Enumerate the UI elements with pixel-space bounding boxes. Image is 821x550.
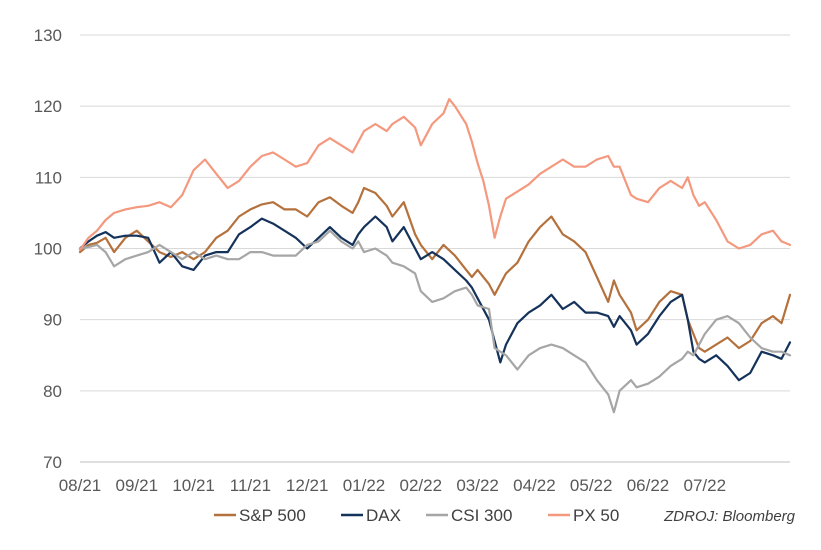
y-tick-label: 100 xyxy=(34,240,62,259)
x-tick-label: 08/21 xyxy=(59,476,102,495)
x-tick-label: 03/22 xyxy=(456,476,499,495)
x-tick-label: 12/21 xyxy=(286,476,329,495)
x-tick-label: 09/21 xyxy=(116,476,159,495)
y-tick-label: 80 xyxy=(43,382,62,401)
x-tick-label: 10/21 xyxy=(172,476,215,495)
x-tick-label: 02/22 xyxy=(400,476,443,495)
series-line-s-p-500 xyxy=(78,186,792,353)
x-tick-label: 05/22 xyxy=(570,476,613,495)
y-tick-label: 90 xyxy=(43,311,62,330)
legend-label: CSI 300 xyxy=(451,506,512,525)
legend-label: S&P 500 xyxy=(239,506,306,525)
series-line-px-50 xyxy=(78,98,792,251)
chart-gridlines xyxy=(80,34,790,463)
y-tick-label: 110 xyxy=(35,168,62,187)
y-tick-label: 130 xyxy=(34,26,62,45)
x-tick-label: 04/22 xyxy=(513,476,556,495)
series-line-dax xyxy=(78,215,792,382)
x-tick-label: 01/22 xyxy=(343,476,386,495)
legend-label: DAX xyxy=(366,506,401,525)
y-tick-label: 120 xyxy=(34,97,62,116)
source-note: ZDROJ: Bloomberg xyxy=(663,508,796,525)
chart-legend: S&P 500 DAX CSI 300 PX 50 xyxy=(214,506,619,525)
y-axis: 70 80 90 100 110 120 130 xyxy=(34,26,62,472)
x-tick-label: 06/22 xyxy=(627,476,670,495)
series-line-csi-300 xyxy=(78,229,792,414)
y-tick-label: 70 xyxy=(43,453,62,472)
x-tick-label: 11/21 xyxy=(230,476,271,495)
x-axis: 08/21 09/21 10/21 11/21 12/21 01/22 02/22 03/22… xyxy=(59,476,726,495)
x-tick-label: 07/22 xyxy=(684,476,727,495)
legend-label: PX 50 xyxy=(573,506,619,525)
series-lines xyxy=(78,98,792,414)
